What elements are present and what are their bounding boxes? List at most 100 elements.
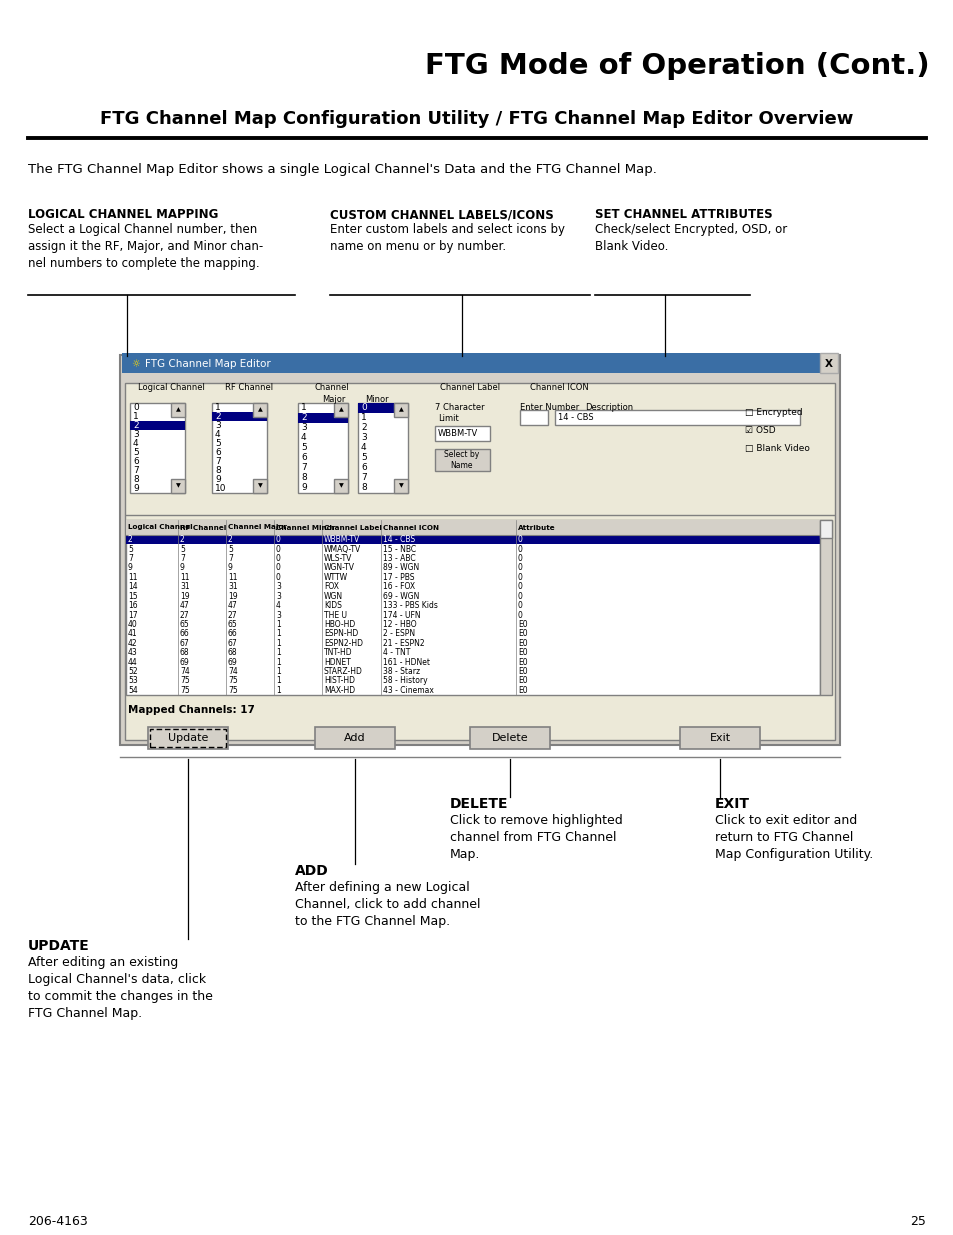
Text: 69 - WGN: 69 - WGN <box>382 592 419 600</box>
Text: 7: 7 <box>228 555 233 563</box>
Text: 10: 10 <box>214 484 226 493</box>
Text: 9: 9 <box>301 483 307 493</box>
Text: 53: 53 <box>128 677 137 685</box>
Text: KIDS: KIDS <box>324 601 341 610</box>
Text: 206-4163: 206-4163 <box>28 1215 88 1228</box>
Text: 5: 5 <box>180 545 185 553</box>
Text: 2: 2 <box>301 414 306 422</box>
Text: 0: 0 <box>517 592 522 600</box>
Text: 54: 54 <box>128 685 137 695</box>
Text: 44: 44 <box>128 657 137 667</box>
Text: ▼: ▼ <box>175 483 180 489</box>
Text: The FTG Channel Map Editor shows a single Logical Channel's Data and the FTG Cha: The FTG Channel Map Editor shows a singl… <box>28 163 657 177</box>
Text: ▲: ▲ <box>175 408 180 412</box>
Text: 74: 74 <box>180 667 190 676</box>
Text: 68: 68 <box>180 648 190 657</box>
Text: E0: E0 <box>517 638 527 647</box>
Text: 2 - ESPN: 2 - ESPN <box>382 630 415 638</box>
Text: 3: 3 <box>275 582 280 592</box>
Bar <box>126 520 820 695</box>
Text: DELETE: DELETE <box>450 797 508 811</box>
Bar <box>357 403 408 412</box>
Text: FTG Channel Map Editor: FTG Channel Map Editor <box>145 359 271 369</box>
Text: 6: 6 <box>301 453 307 462</box>
Text: Description: Description <box>584 403 633 412</box>
Text: 7: 7 <box>180 555 185 563</box>
Text: SET CHANNEL ATTRIBUTES: SET CHANNEL ATTRIBUTES <box>595 207 772 221</box>
Text: 3: 3 <box>360 433 366 442</box>
Text: 25: 25 <box>909 1215 925 1228</box>
Text: 133 - PBS Kids: 133 - PBS Kids <box>382 601 437 610</box>
Text: 5: 5 <box>214 438 220 448</box>
Text: 6: 6 <box>214 448 220 457</box>
Text: 13 - ABC: 13 - ABC <box>382 555 416 563</box>
Bar <box>126 535 820 545</box>
Text: 42: 42 <box>128 638 137 647</box>
Text: 66: 66 <box>180 630 190 638</box>
Bar <box>334 403 348 417</box>
Text: 2: 2 <box>228 535 233 545</box>
Text: Add: Add <box>344 734 365 743</box>
Text: STARZ-HD: STARZ-HD <box>324 667 362 676</box>
Text: 65: 65 <box>180 620 190 629</box>
Text: 4: 4 <box>301 433 306 442</box>
Text: EXIT: EXIT <box>714 797 749 811</box>
Text: Channel ICON: Channel ICON <box>382 525 438 531</box>
Text: 11: 11 <box>228 573 237 582</box>
Text: 7: 7 <box>128 555 132 563</box>
Text: 31: 31 <box>228 582 237 592</box>
Text: 5: 5 <box>301 443 307 452</box>
Bar <box>394 403 408 417</box>
Bar <box>122 353 837 373</box>
Text: 2: 2 <box>128 535 132 545</box>
Text: 19: 19 <box>180 592 190 600</box>
Text: 174 - UFN: 174 - UFN <box>382 610 420 620</box>
Text: ▼: ▼ <box>338 483 343 489</box>
Text: WBBM-TV: WBBM-TV <box>437 429 477 437</box>
Text: Major: Major <box>322 395 345 404</box>
Text: TNT-HD: TNT-HD <box>324 648 353 657</box>
Bar <box>297 403 348 493</box>
Text: 19: 19 <box>228 592 237 600</box>
Text: 4: 4 <box>214 430 220 438</box>
Text: 75: 75 <box>180 677 190 685</box>
Text: 4 - TNT: 4 - TNT <box>382 648 410 657</box>
Bar <box>820 520 831 538</box>
Text: HDNET: HDNET <box>324 657 351 667</box>
Text: 1: 1 <box>275 657 280 667</box>
Text: 7: 7 <box>132 466 138 475</box>
Text: E0: E0 <box>517 630 527 638</box>
Bar <box>171 403 185 417</box>
Bar <box>297 412 348 424</box>
Text: 1: 1 <box>275 667 280 676</box>
Text: After defining a new Logical
Channel, click to add channel
to the FTG Channel Ma: After defining a new Logical Channel, cl… <box>294 881 480 927</box>
Bar <box>150 729 226 747</box>
Text: □ Blank Video: □ Blank Video <box>744 445 809 453</box>
Text: 69: 69 <box>228 657 237 667</box>
Text: Select a Logical Channel number, then
assign it the RF, Major, and Minor chan-
n: Select a Logical Channel number, then as… <box>28 224 263 270</box>
Text: 11: 11 <box>180 573 190 582</box>
Text: ▲: ▲ <box>257 408 262 412</box>
Text: HBO-HD: HBO-HD <box>324 620 355 629</box>
Text: 9: 9 <box>214 475 220 484</box>
Text: Mapped Channels: 17: Mapped Channels: 17 <box>128 705 254 715</box>
Text: THE U: THE U <box>324 610 347 620</box>
Text: 6: 6 <box>360 463 366 473</box>
Bar <box>820 520 831 695</box>
Text: 1: 1 <box>275 685 280 695</box>
Text: ADD: ADD <box>294 864 329 878</box>
Text: Delete: Delete <box>491 734 528 743</box>
Text: 4: 4 <box>132 438 138 448</box>
Text: 5: 5 <box>228 545 233 553</box>
Text: 0: 0 <box>275 545 280 553</box>
Text: LOGICAL CHANNEL MAPPING: LOGICAL CHANNEL MAPPING <box>28 207 218 221</box>
Text: 0: 0 <box>517 535 522 545</box>
Text: ▲: ▲ <box>338 408 343 412</box>
Text: 0: 0 <box>517 573 522 582</box>
Text: 161 - HDNet: 161 - HDNet <box>382 657 430 667</box>
Text: Channel: Channel <box>314 383 350 391</box>
Text: X: X <box>824 359 832 369</box>
Text: 0: 0 <box>360 404 366 412</box>
Text: 11: 11 <box>128 573 137 582</box>
Text: Channel ICON: Channel ICON <box>530 383 588 391</box>
